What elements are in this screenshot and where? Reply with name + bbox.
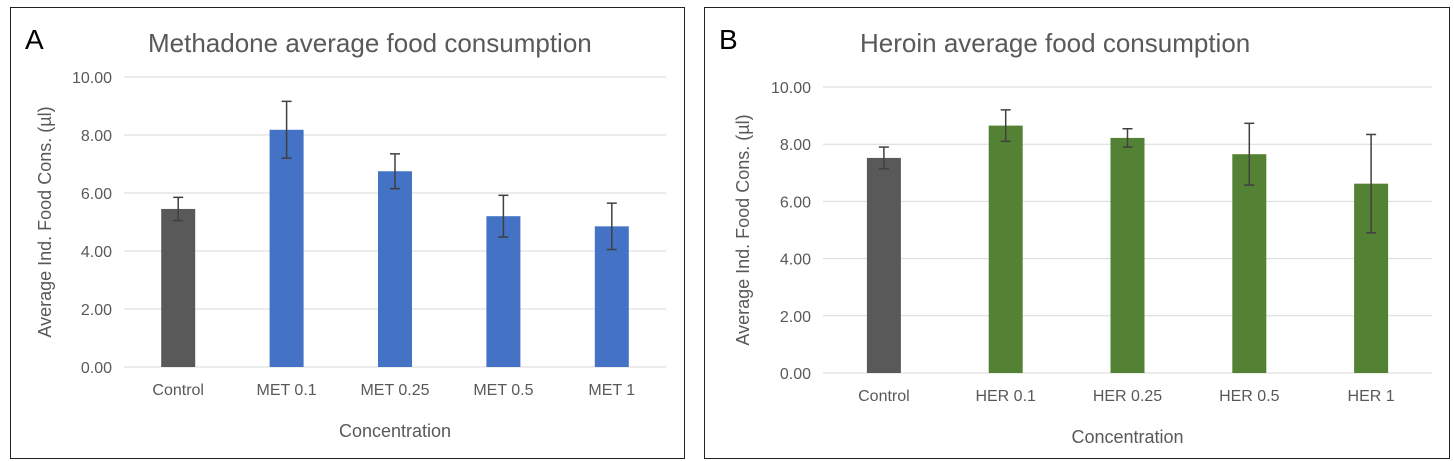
x-tick-label: HER 0.1 bbox=[975, 388, 1036, 405]
y-tick-label: 10.00 bbox=[72, 70, 112, 87]
x-tick-label: MET 0.1 bbox=[257, 382, 317, 399]
bar bbox=[1232, 154, 1267, 373]
bar bbox=[378, 171, 412, 367]
y-tick-label: 2.00 bbox=[81, 302, 112, 319]
chart-plot-a: 0.00 2.00 4.00 6.00 8.00 10.00 Control MET 0.1 M… bbox=[35, 70, 666, 441]
y-tick-label: 8.00 bbox=[81, 128, 112, 145]
x-tick-label: MET 0.25 bbox=[360, 382, 429, 399]
x-tick-label: MET 0.5 bbox=[473, 382, 533, 399]
x-tick-label: Control bbox=[858, 388, 910, 405]
y-tick-label: 2.00 bbox=[780, 309, 811, 326]
chart-panel-a: A Methadone average food consumption 0.0… bbox=[10, 7, 685, 459]
y-axis-title: Average Ind. Food Cons. (µl) bbox=[35, 106, 55, 337]
chart-plot-b: 0.00 2.00 4.00 6.00 8.00 10.00 Control HER 0.1 H… bbox=[733, 80, 1432, 447]
y-tick-label: 8.00 bbox=[780, 137, 811, 154]
y-tick-label: 6.00 bbox=[81, 186, 112, 203]
panel-label: B bbox=[719, 24, 738, 55]
x-tick-label: Control bbox=[152, 382, 204, 399]
x-tick-label: MET 1 bbox=[588, 382, 635, 399]
y-axis-title: Average Ind. Food Cons. (µl) bbox=[733, 114, 753, 345]
bar bbox=[486, 216, 521, 367]
y-tick-label: 0.00 bbox=[780, 366, 811, 383]
chart-panel-b: B Heroin average food consumption 0.00 2.… bbox=[704, 7, 1450, 459]
x-tick-label: HER 1 bbox=[1348, 388, 1395, 405]
bar bbox=[988, 125, 1023, 373]
x-tick-label: HER 0.5 bbox=[1219, 388, 1280, 405]
chart-title: Heroin average food consumption bbox=[860, 28, 1251, 58]
x-axis-title: Concentration bbox=[339, 421, 451, 441]
bar bbox=[866, 157, 901, 373]
x-tick-label: HER 0.25 bbox=[1093, 388, 1162, 405]
y-tick-label: 4.00 bbox=[780, 252, 811, 269]
bar bbox=[161, 208, 196, 367]
y-tick-label: 0.00 bbox=[81, 360, 112, 377]
panel-label: A bbox=[25, 24, 44, 55]
chart-title: Methadone average food consumption bbox=[148, 28, 592, 58]
y-tick-label: 10.00 bbox=[771, 80, 811, 97]
y-tick-label: 4.00 bbox=[81, 244, 112, 261]
y-tick-label: 6.00 bbox=[780, 194, 811, 211]
x-axis-title: Concentration bbox=[1071, 427, 1183, 447]
bar bbox=[269, 129, 304, 367]
bar bbox=[1110, 137, 1145, 373]
